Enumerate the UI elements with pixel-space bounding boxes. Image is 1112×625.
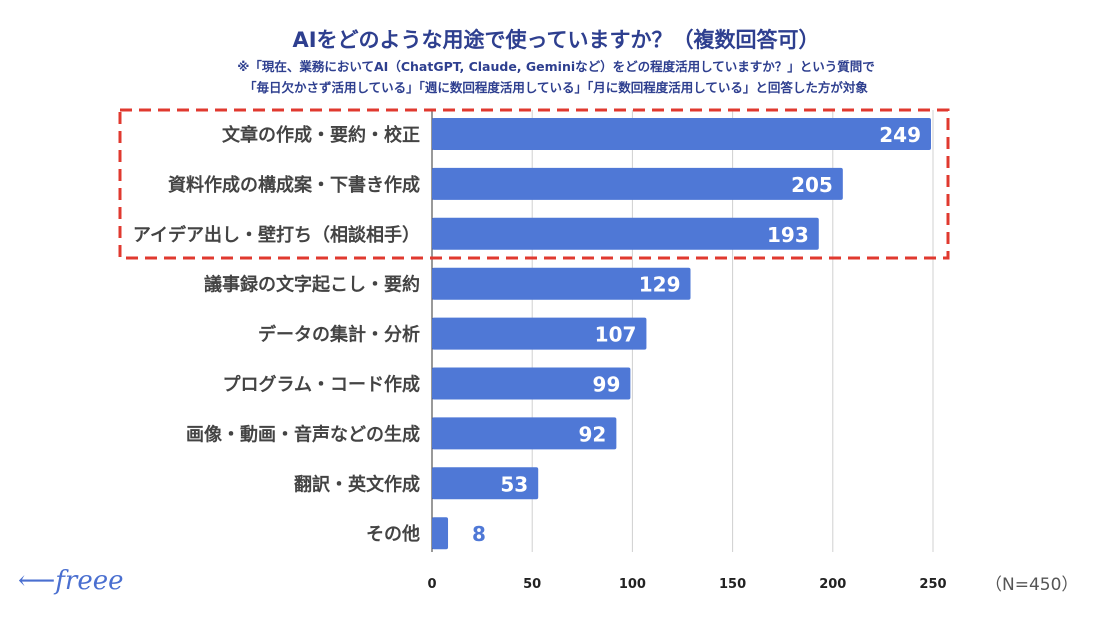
bar <box>432 467 539 500</box>
data-label: 53 <box>500 472 528 496</box>
data-label: 8 <box>472 522 486 546</box>
category-label: 翻訳・英文作成 <box>294 473 420 495</box>
x-tick-label: 150 <box>719 577 746 592</box>
data-label: 249 <box>879 123 921 147</box>
data-label: 92 <box>579 422 607 446</box>
freee-logo: ⟵freee <box>18 566 124 596</box>
x-tick-label: 0 <box>427 577 436 592</box>
category-label: プログラム・コード作成 <box>223 374 420 396</box>
category-label: アイデア出し・壁打ち（相談相手） <box>133 224 420 246</box>
x-tick-label: 50 <box>523 577 541 592</box>
category-label: 画像・動画・音声などの生成 <box>186 423 420 445</box>
chart-subtitle-1: ※「現在、業務においてAI（ChatGPT, Claude, Geminiなど）… <box>237 59 875 74</box>
bar <box>432 367 631 400</box>
bar <box>432 417 617 450</box>
data-label: 107 <box>595 323 637 347</box>
category-label: その他 <box>366 523 420 545</box>
bar <box>432 267 691 300</box>
category-label: 文章の作成・要約・校正 <box>222 124 420 146</box>
x-tick-label: 250 <box>919 577 946 592</box>
category-label: データの集計・分析 <box>258 324 420 346</box>
category-label: 議事録の文字起こし・要約 <box>204 274 420 296</box>
sample-size-note: （N=450） <box>985 575 1079 595</box>
data-label: 205 <box>791 173 833 197</box>
chart-title: AIをどのような用途で使っていますか？（複数回答可） <box>292 28 820 52</box>
data-label: 129 <box>639 273 681 297</box>
data-label: 99 <box>593 373 621 397</box>
category-label: 資料作成の構成案・下書き作成 <box>168 174 420 196</box>
bar <box>432 118 931 150</box>
x-tick-label: 100 <box>619 577 646 592</box>
bar <box>432 317 647 350</box>
chart-subtitle-2: 「毎日欠かさず活用している」「週に数回程度活用している」「月に数回程度活用してい… <box>244 80 868 95</box>
bar <box>432 167 843 200</box>
x-tick-label: 200 <box>819 577 846 592</box>
highlight-box <box>118 108 950 260</box>
data-label: 193 <box>767 223 809 247</box>
bar <box>432 217 819 250</box>
bar <box>432 517 449 550</box>
